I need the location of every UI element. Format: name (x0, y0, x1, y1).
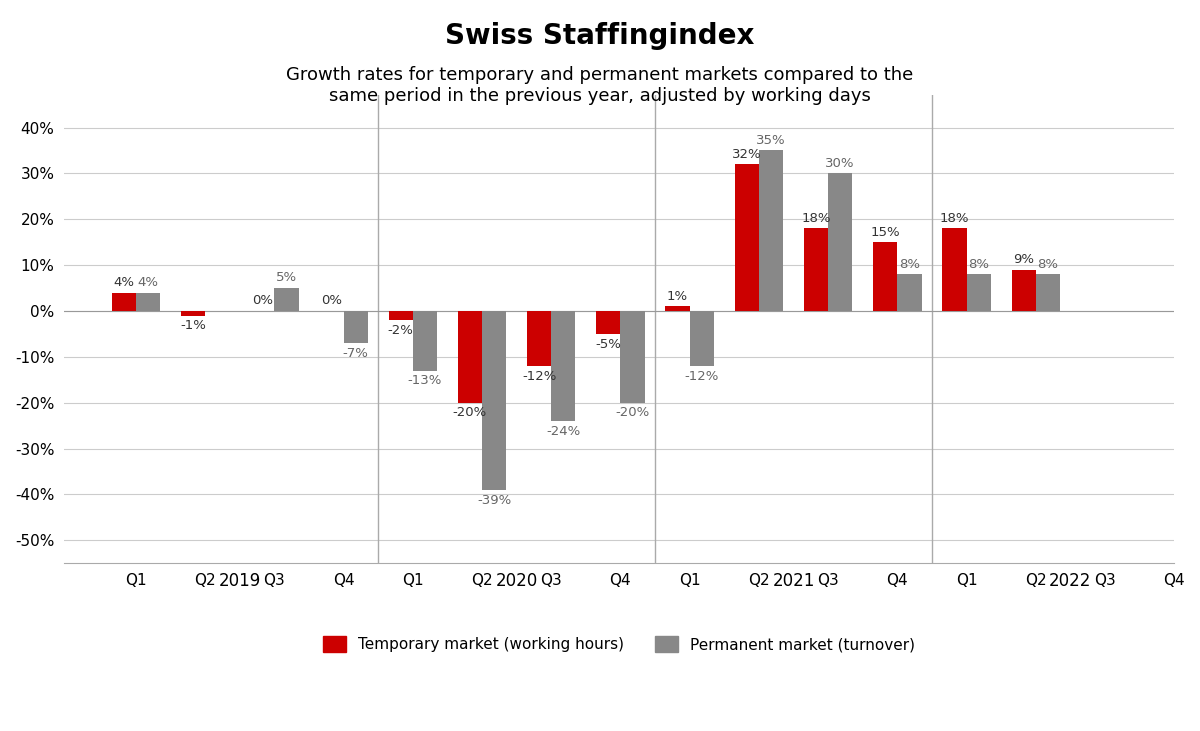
Bar (1012, 270, 1036, 311)
Text: -7%: -7% (343, 346, 368, 360)
Bar (758, 151, 784, 311)
Text: 0%: 0% (252, 295, 272, 307)
Bar (942, 228, 966, 311)
Text: 32%: 32% (732, 148, 762, 161)
Bar (551, 311, 576, 421)
Text: 35%: 35% (756, 134, 786, 147)
Text: Growth rates for temporary and permanent markets compared to the
same period in : Growth rates for temporary and permanent… (287, 66, 913, 105)
Text: 2022: 2022 (1049, 572, 1092, 591)
Text: 5%: 5% (276, 271, 296, 284)
Bar (389, 311, 413, 320)
Bar (734, 164, 758, 311)
Bar (898, 274, 922, 311)
Bar (804, 228, 828, 311)
Bar (1036, 274, 1060, 311)
Text: 4%: 4% (138, 276, 158, 289)
Text: Swiss Staffingindex: Swiss Staffingindex (445, 22, 755, 50)
Bar (527, 311, 551, 366)
Text: -1%: -1% (180, 319, 206, 333)
Text: 2019: 2019 (218, 572, 260, 591)
Bar (136, 292, 160, 311)
Bar (181, 311, 205, 316)
Text: 18%: 18% (940, 212, 970, 224)
Text: 2020: 2020 (496, 572, 538, 591)
Bar (828, 173, 852, 311)
Legend: Temporary market (working hours), Permanent market (turnover): Temporary market (working hours), Perman… (317, 630, 922, 659)
Text: 2021: 2021 (773, 572, 815, 591)
Bar (620, 311, 644, 403)
Bar (343, 311, 367, 343)
Bar (966, 274, 991, 311)
Bar (112, 292, 136, 311)
Bar (690, 311, 714, 366)
Text: 9%: 9% (1013, 253, 1034, 266)
Bar (666, 306, 690, 311)
Bar (457, 311, 482, 403)
Text: -5%: -5% (595, 338, 622, 351)
Text: 0%: 0% (320, 295, 342, 307)
Bar (413, 311, 437, 371)
Text: 4%: 4% (113, 276, 134, 289)
Text: 30%: 30% (826, 156, 854, 170)
Text: -24%: -24% (546, 425, 581, 438)
Bar (275, 288, 299, 311)
Bar (596, 311, 620, 334)
Text: -39%: -39% (476, 493, 511, 507)
Text: -20%: -20% (616, 406, 649, 420)
Text: -20%: -20% (452, 406, 487, 420)
Text: 8%: 8% (899, 257, 920, 270)
Text: 15%: 15% (870, 226, 900, 238)
Text: -13%: -13% (408, 374, 442, 387)
Bar (874, 242, 898, 311)
Text: -12%: -12% (522, 370, 557, 383)
Text: 1%: 1% (667, 289, 688, 303)
Text: -12%: -12% (684, 370, 719, 383)
Bar (482, 311, 506, 490)
Text: 8%: 8% (968, 257, 989, 270)
Text: -2%: -2% (388, 324, 414, 337)
Text: 8%: 8% (1037, 257, 1058, 270)
Text: 18%: 18% (802, 212, 830, 224)
